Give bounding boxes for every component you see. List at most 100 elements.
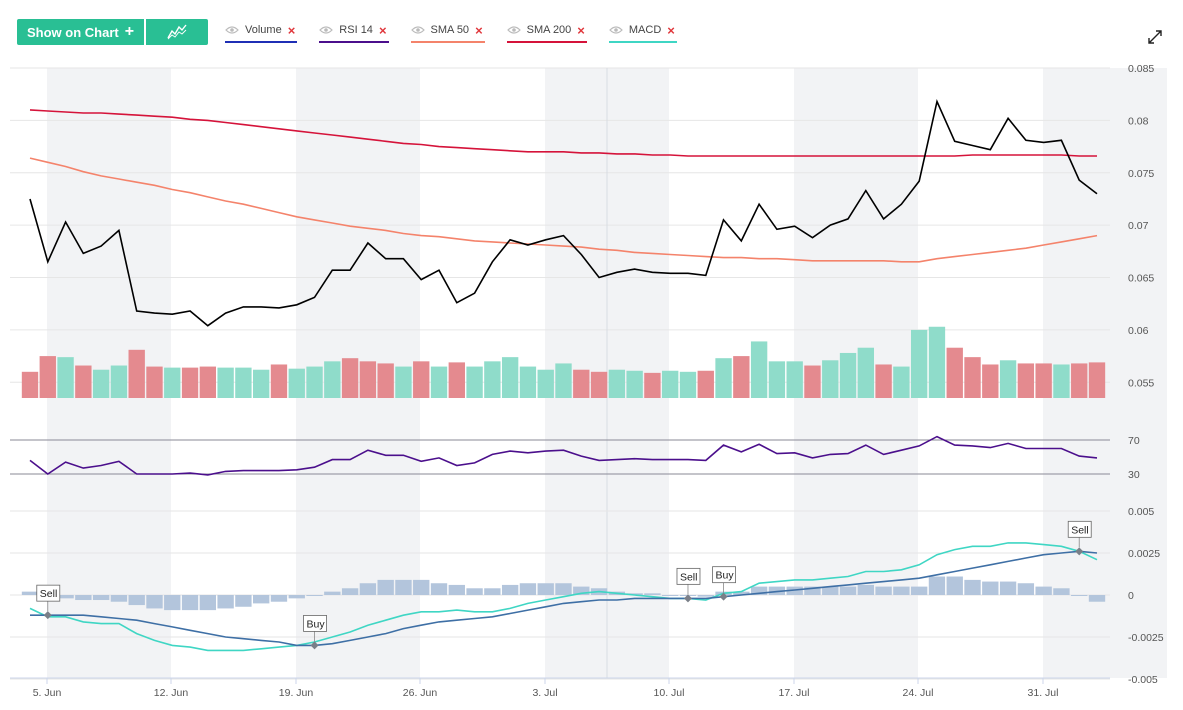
macd-hist-bar bbox=[377, 579, 394, 595]
volume-bar bbox=[822, 360, 839, 398]
macd-hist-bar bbox=[288, 595, 305, 599]
signal-label-1: Buy bbox=[303, 615, 327, 642]
macd-hist-bar bbox=[128, 595, 145, 606]
macd-hist-bar bbox=[1088, 595, 1106, 602]
signal-label-3: Buy bbox=[712, 566, 736, 593]
volume-bar bbox=[128, 349, 145, 398]
legend-label: Volume bbox=[245, 24, 282, 36]
rsi-tick-label: 70 bbox=[1128, 435, 1140, 447]
signal-label-4: Sell bbox=[1067, 520, 1092, 548]
macd-hist-bar bbox=[466, 588, 483, 595]
macd-hist-bar bbox=[217, 595, 234, 609]
indicator-legend: Volume × RSI 14 × SMA 50 × SMA 200 × MACD × bbox=[225, 19, 699, 43]
volume-bar bbox=[466, 366, 483, 398]
macd-hist-bar bbox=[253, 595, 270, 604]
macd-hist-bar bbox=[92, 595, 110, 601]
volume-bar bbox=[946, 347, 963, 398]
macd-hist-bar bbox=[235, 595, 252, 607]
show-on-chart-button[interactable]: Show on Chart + bbox=[17, 19, 145, 45]
remove-icon[interactable]: × bbox=[378, 22, 387, 38]
signal-box bbox=[676, 567, 701, 585]
volume-bar bbox=[253, 369, 270, 398]
volume-bar bbox=[146, 366, 163, 398]
legend-item-0[interactable]: Volume × bbox=[225, 19, 298, 43]
signal-marker bbox=[43, 611, 52, 620]
macd-hist-bar bbox=[413, 579, 430, 595]
x-tick-label: 19. Jun bbox=[279, 687, 314, 699]
remove-icon[interactable]: × bbox=[667, 22, 675, 38]
macd-hist-bar bbox=[804, 586, 821, 595]
plus-icon: + bbox=[124, 23, 135, 40]
volume-bar bbox=[430, 366, 448, 398]
volume-bar bbox=[910, 329, 928, 398]
signal-text: Sell bbox=[680, 571, 698, 583]
macd-hist-bar bbox=[910, 586, 928, 595]
volume-bar bbox=[626, 370, 643, 398]
legend-item-3[interactable]: SMA 200 × bbox=[506, 19, 587, 43]
volume-bar bbox=[1017, 363, 1035, 398]
volume-bar bbox=[484, 361, 501, 398]
macd-hist-bar bbox=[697, 595, 714, 597]
volume-bar bbox=[697, 370, 714, 398]
volume-bar bbox=[555, 363, 572, 398]
eye-icon[interactable] bbox=[410, 25, 425, 35]
signal-line bbox=[30, 550, 1098, 647]
signal-label-2: Sell bbox=[676, 567, 701, 595]
macd-hist-bar bbox=[484, 588, 501, 595]
macd-hist-bar bbox=[519, 583, 537, 595]
eye-icon[interactable] bbox=[506, 25, 521, 35]
volume-bar bbox=[1035, 363, 1052, 398]
eye-icon[interactable] bbox=[609, 25, 623, 35]
macd-hist-bar bbox=[750, 586, 768, 595]
y-tick-label: 0.08 bbox=[1128, 115, 1149, 127]
legend-item-1[interactable]: RSI 14 × bbox=[319, 19, 389, 43]
macd-hist-bar bbox=[857, 584, 874, 595]
signal-marker bbox=[1075, 547, 1084, 556]
macd-hist-bar bbox=[270, 595, 288, 602]
volume-bar bbox=[395, 366, 412, 398]
volume-bar bbox=[608, 369, 626, 398]
macd-tick-label: 0.005 bbox=[1128, 506, 1154, 518]
macd-hist-bar bbox=[999, 581, 1017, 595]
signal-marker bbox=[310, 641, 319, 650]
signal-text: Buy bbox=[716, 570, 735, 582]
remove-icon[interactable]: × bbox=[287, 22, 296, 38]
volume-bar bbox=[75, 365, 92, 398]
macd-tick-label: 0.0025 bbox=[1128, 548, 1160, 560]
eye-icon[interactable] bbox=[319, 25, 334, 35]
volume-bar bbox=[750, 341, 768, 398]
legend-item-4[interactable]: MACD × bbox=[608, 19, 677, 43]
volume-bar bbox=[519, 366, 537, 398]
macd-hist-bar bbox=[395, 579, 412, 595]
macd-hist-bar bbox=[839, 586, 857, 595]
macd-hist-bar bbox=[1071, 595, 1088, 596]
legend-item-2[interactable]: SMA 50 × bbox=[410, 19, 485, 43]
remove-icon[interactable]: × bbox=[475, 22, 483, 38]
indicator-button[interactable] bbox=[146, 19, 209, 45]
macd-hist-bar bbox=[644, 593, 661, 595]
signal-box bbox=[303, 615, 327, 632]
expand-icon[interactable] bbox=[1148, 30, 1162, 44]
volume-bar bbox=[39, 356, 56, 398]
volume-bar bbox=[413, 361, 430, 398]
volume-bar bbox=[306, 366, 323, 398]
line-chart-icon bbox=[167, 24, 187, 40]
remove-icon[interactable]: × bbox=[577, 22, 585, 38]
volume-bar bbox=[181, 367, 199, 398]
volume-bar bbox=[839, 352, 857, 398]
volume-bar bbox=[733, 356, 750, 398]
x-tick-label: 31. Jul bbox=[1028, 687, 1059, 699]
macd-tick-label: 0 bbox=[1128, 590, 1134, 602]
macd-hist-bar bbox=[875, 586, 892, 595]
volume-bar bbox=[270, 364, 288, 398]
signal-text: Sell bbox=[40, 588, 58, 600]
y-tick-label: 0.07 bbox=[1128, 220, 1149, 232]
volume-bar bbox=[448, 362, 465, 398]
signal-marker bbox=[683, 594, 692, 603]
signal-text: Buy bbox=[307, 618, 326, 630]
macd-hist-bar bbox=[146, 595, 163, 609]
macd-hist-bar bbox=[573, 586, 590, 595]
price-line bbox=[29, 98, 1098, 327]
eye-icon[interactable] bbox=[225, 25, 239, 35]
